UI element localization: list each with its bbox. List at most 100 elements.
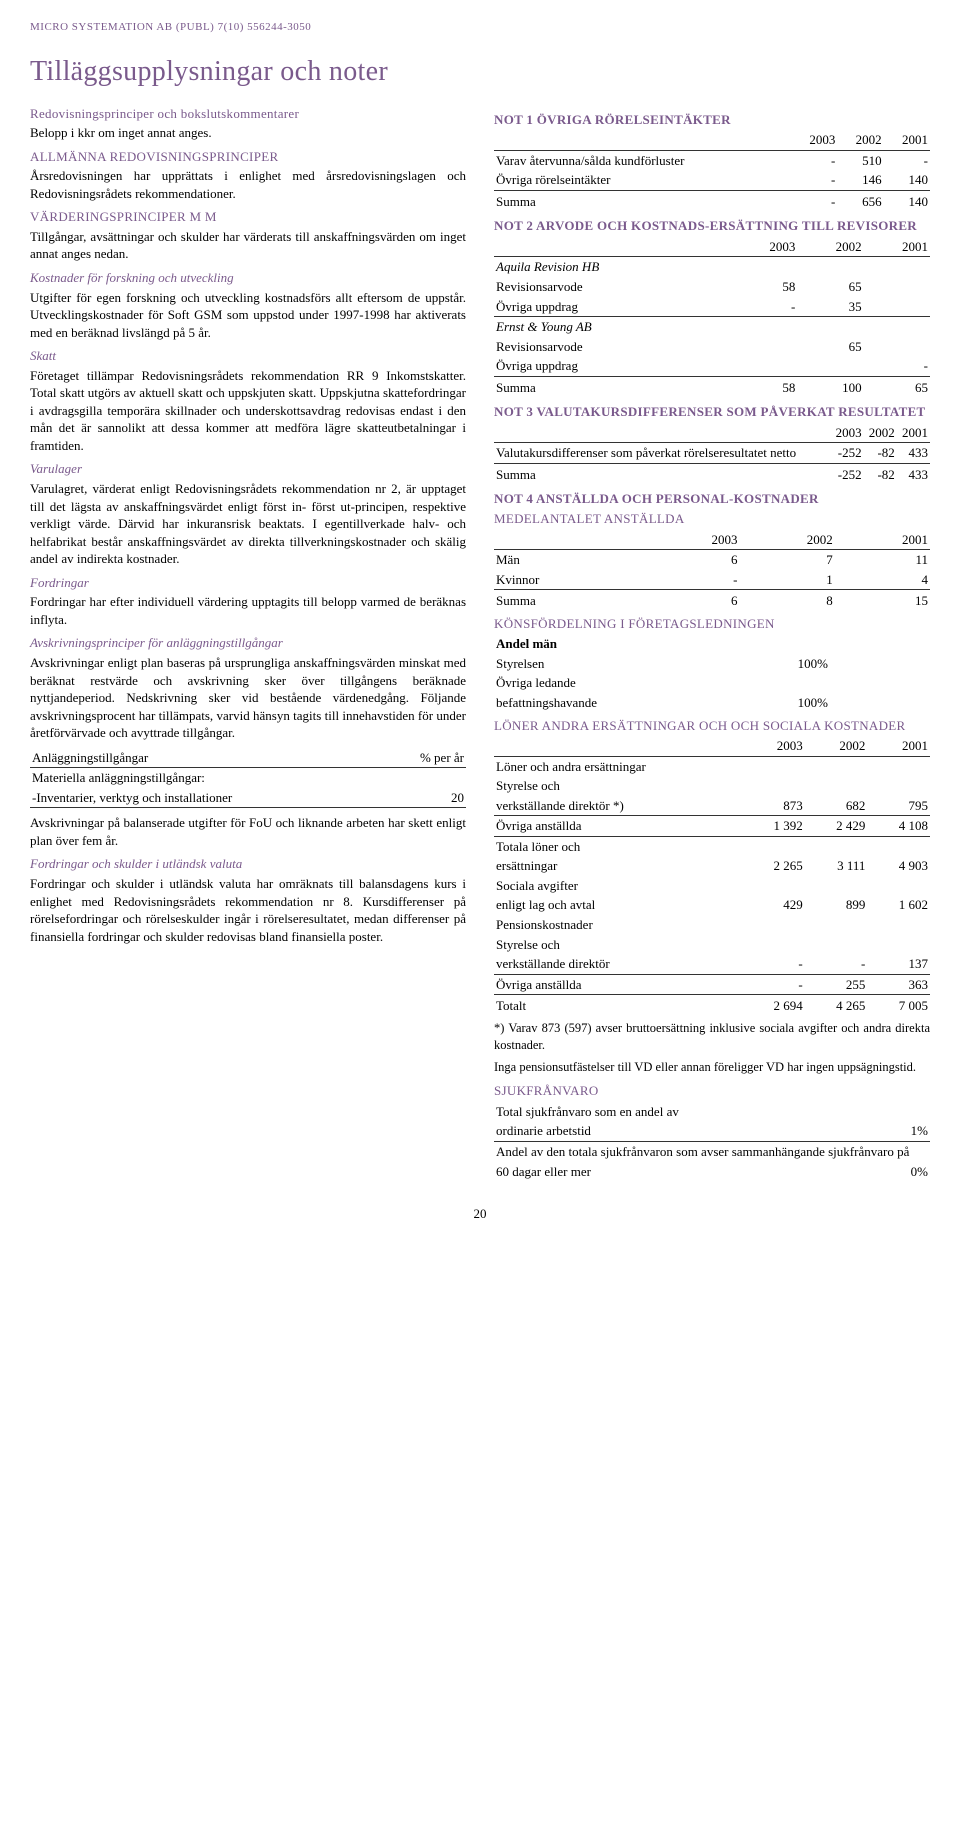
table-cell: 1 392 [742, 816, 805, 837]
table-cell: 3 111 [805, 856, 868, 876]
table-row: Summa 58 100 65 [494, 376, 930, 397]
table-row: Styrelsen 100% [494, 654, 930, 674]
table-row: Aquila Revision HB [494, 257, 930, 277]
table-cell [797, 356, 863, 376]
table-cell: 1 602 [867, 895, 930, 915]
table-cell: 4 [835, 570, 930, 590]
table-cell: ordinarie arbetstid [494, 1121, 853, 1141]
depreciation-table: Anläggningstillgångar % per år Materiell… [30, 748, 466, 811]
table-cell: 140 [884, 190, 930, 211]
table-cell: 2 265 [742, 856, 805, 876]
table-cell: - [644, 570, 739, 590]
table-cell: 4 903 [867, 856, 930, 876]
table-row: Totala löner och [494, 836, 930, 856]
table-cell: -252 [830, 463, 863, 484]
table-cell: Övriga anställda [494, 816, 742, 837]
table-cell: 1 [740, 570, 835, 590]
table-row: ordinarie arbetstid 1% [494, 1121, 930, 1141]
table-cell: 2001 [867, 736, 930, 756]
table-cell: 7 005 [867, 995, 930, 1016]
table-cell: Pensionskostnader [494, 915, 930, 935]
table-cell: 795 [867, 796, 930, 816]
italic-heading: Varulager [30, 460, 466, 478]
table-cell: 2001 [884, 130, 930, 150]
table-cell: -82 [864, 443, 897, 464]
table-cell: - [884, 150, 930, 170]
table-cell: 65 [797, 277, 863, 297]
right-column: NOT 1 ÖVRIGA RÖRELSEINTÄKTER 2003 2002 2… [494, 105, 930, 1185]
table-row: Total sjukfrånvaro som en andel av [494, 1102, 930, 1122]
table-cell: ersättningar [494, 856, 742, 876]
note1-table: 2003 2002 2001 Varav återvunna/sålda kun… [494, 130, 930, 211]
table-cell: 2 694 [742, 995, 805, 1016]
subsection-heading: SJUKFRÅNVARO [494, 1082, 930, 1100]
table-cell: Övriga ledande [494, 673, 768, 693]
table-cell: 2003 [791, 130, 837, 150]
table-cell: Övriga rörelseintäkter [494, 170, 791, 190]
table-row: verkställande direktör *) 873 682 795 [494, 796, 930, 816]
table-row: ersättningar 2 265 3 111 4 903 [494, 856, 930, 876]
table-row: Pensionskostnader [494, 915, 930, 935]
table-cell: 0% [853, 1162, 930, 1182]
note-title: NOT 2 ARVODE OCH KOSTNADS-ERSÄTTNING TIL… [494, 217, 930, 235]
table-row: 2003 2002 2001 [494, 423, 930, 443]
table-row: Övriga anställda - 255 363 [494, 974, 930, 995]
table-cell: 65 [797, 337, 863, 357]
table-cell: 6 [644, 550, 739, 570]
table-cell: 2002 [837, 130, 883, 150]
table-cell [494, 130, 791, 150]
paragraph: Varulagret, värderat enligt Redovisnings… [30, 480, 466, 568]
table-cell: 433 [897, 443, 930, 464]
italic-heading: Fordringar och skulder i utländsk valuta [30, 855, 466, 873]
footnote: Inga pensionsutfästelser till VD eller a… [494, 1059, 930, 1076]
table-row: Andel av den totala sjukfrånvaron som av… [494, 1141, 930, 1161]
table-cell: 363 [867, 974, 930, 995]
note4-table-gender: Andel män Styrelsen 100% Övriga ledande … [494, 634, 930, 712]
table-cell: Aquila Revision HB [494, 257, 731, 277]
table-cell: Styrelse och [494, 935, 742, 955]
table-cell: -82 [864, 463, 897, 484]
table-cell: % per år [383, 748, 466, 768]
table-row: Summa -252 -82 433 [494, 463, 930, 484]
table-cell: Ernst & Young AB [494, 317, 731, 337]
table-cell: Summa [494, 590, 644, 611]
italic-heading: Kostnader för forskning och utveckling [30, 269, 466, 287]
table-row: Löner och andra ersättningar [494, 756, 930, 776]
table-cell: 100% [768, 654, 930, 674]
paragraph: Fordringar och skulder i utländsk valuta… [30, 875, 466, 945]
table-row: Materiella anläggningstillgångar: [30, 768, 466, 788]
table-cell [30, 808, 466, 811]
table-cell: - [791, 150, 837, 170]
table-cell: 2002 [797, 237, 863, 257]
table-row: Kvinnor - 1 4 [494, 570, 930, 590]
table-cell: 6 [644, 590, 739, 611]
table-cell: Total sjukfrånvaro som en andel av [494, 1102, 930, 1122]
table-cell: 433 [897, 463, 930, 484]
table-cell: Varav återvunna/sålda kundförluster [494, 150, 791, 170]
table-cell: befattningshavande [494, 693, 768, 713]
table-row: Övriga uppdrag - 35 [494, 297, 930, 317]
table-row: befattningshavande 100% [494, 693, 930, 713]
table-cell: Anläggningstillgångar [30, 748, 383, 768]
section-heading: Redovisningsprinciper och bokslutskommen… [30, 105, 466, 123]
note-title: NOT 4 ANSTÄLLDA OCH PERSONAL-KOSTNADER [494, 490, 930, 508]
table-cell: 2 429 [805, 816, 868, 837]
table-cell: Män [494, 550, 644, 570]
table-cell: Kvinnor [494, 570, 644, 590]
table-cell [731, 337, 797, 357]
table-row: Anläggningstillgångar % per år [30, 748, 466, 768]
table-cell: 1% [853, 1121, 930, 1141]
table-row: Revisionsarvode 58 65 [494, 277, 930, 297]
table-cell: 656 [837, 190, 883, 211]
table-cell: Övriga uppdrag [494, 356, 731, 376]
two-column-layout: Redovisningsprinciper och bokslutskommen… [30, 105, 930, 1185]
table-cell: Totala löner och [494, 836, 742, 856]
page-number: 20 [30, 1205, 930, 1223]
note4-table-salary: 2003 2002 2001 Löner och andra ersättnin… [494, 736, 930, 1016]
left-column: Redovisningsprinciper och bokslutskommen… [30, 105, 466, 1185]
table-cell: 4 108 [867, 816, 930, 837]
table-row: 2003 2002 2001 [494, 130, 930, 150]
table-row: Varav återvunna/sålda kundförluster - 51… [494, 150, 930, 170]
table-cell: 510 [837, 150, 883, 170]
subsection-heading: LÖNER ANDRA ERSÄTTNINGAR OCH OCH SOCIALA… [494, 717, 930, 735]
